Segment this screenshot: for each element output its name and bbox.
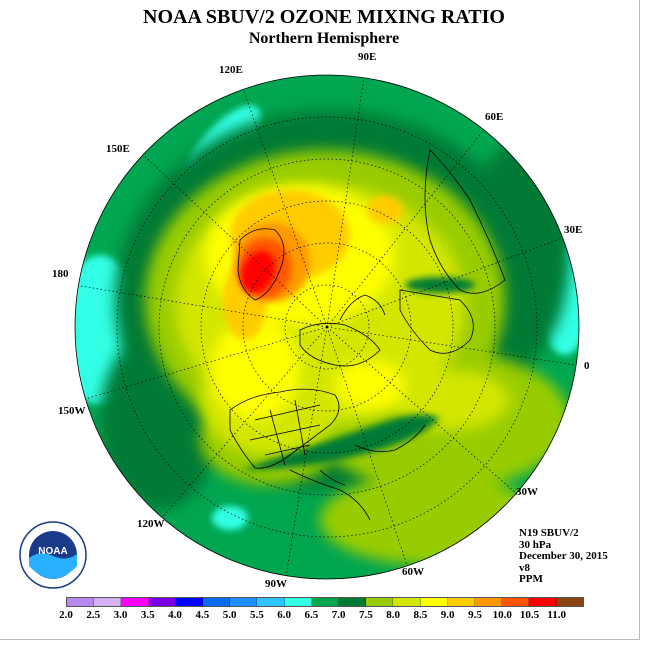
colorbar-tick-label: 3.0	[113, 609, 128, 621]
colorbar-tick-label: 8.0	[386, 609, 401, 621]
colorbar-swatch	[529, 598, 557, 606]
colorbar-swatch	[148, 598, 176, 606]
graticule	[75, 75, 579, 579]
colorbar-swatch	[502, 598, 530, 606]
colorbar-swatch	[475, 598, 503, 606]
colorbar-swatch	[420, 598, 448, 606]
colorbar-tick-label: 4.0	[168, 609, 182, 621]
noaa-logo-text: NOAA	[38, 546, 67, 557]
label-30e: 30E	[564, 224, 583, 236]
colorbar-tick-label: 7.5	[359, 609, 373, 621]
version-label: v8	[519, 561, 530, 574]
label-60w: 60W	[402, 566, 424, 578]
map-boundary	[74, 74, 580, 580]
colorbar-tick-label: 10.0	[492, 609, 512, 621]
colorbar-tick-label: 4.5	[195, 609, 210, 621]
colorbar-tick-label: 6.0	[277, 609, 291, 621]
map-subtitle: Northern Hemisphere	[248, 30, 400, 47]
colorbar-swatch	[393, 598, 421, 606]
colorbar-tick-label: 9.5	[468, 609, 482, 621]
colorbar-tick-label: 11.0	[547, 609, 567, 621]
colorbar-tick-label: 7.0	[331, 609, 346, 621]
colorbar-tick-label: 2.0	[59, 609, 73, 621]
colorbar-tick-label: 6.5	[304, 609, 319, 621]
colorbar-swatch	[339, 598, 367, 606]
label-30w: 30W	[516, 486, 538, 498]
pressure-level-label: 30 hPa	[519, 538, 552, 551]
label-120w: 120W	[137, 518, 165, 530]
colorbar-swatch	[121, 598, 149, 606]
label-180: 180	[52, 268, 69, 280]
colorbar-swatch	[447, 598, 476, 606]
colorbar-swatch	[67, 598, 95, 606]
colorbar-tick-label: 5.0	[222, 609, 237, 621]
label-90w: 90W	[265, 578, 287, 590]
colorbar-tick-label: 5.5	[249, 609, 264, 621]
product-info: N19 SBUV/2 30 hPa December 30, 2015 v8 P…	[519, 527, 608, 586]
label-90e: 90E	[358, 51, 377, 63]
label-150w: 150W	[58, 405, 86, 417]
units-label: PPM	[519, 573, 543, 585]
ozone-field	[75, 75, 579, 579]
satellite-label: N19 SBUV/2	[519, 527, 579, 539]
colorbar-swatch	[94, 598, 122, 606]
colorbar-tick-label: 2.5	[86, 609, 101, 621]
colorbar-swatch	[230, 598, 258, 606]
colorbar	[66, 597, 584, 607]
colorbar-swatch	[284, 598, 312, 606]
colorbar-swatch	[366, 598, 394, 606]
noaa-logo: NOAA	[19, 521, 87, 589]
label-60e: 60E	[485, 111, 504, 123]
colorbar-swatch	[257, 598, 285, 606]
colorbar-tick-label: 10.5	[519, 609, 540, 621]
colorbar-swatch	[203, 598, 231, 606]
map-title: NOAA SBUV/2 OZONE MIXING RATIO	[143, 6, 505, 28]
colorbar-tick-label: 8.5	[413, 609, 428, 621]
colorbar-swatch	[175, 598, 204, 606]
page-frame	[0, 0, 640, 640]
label-120e: 120E	[219, 64, 243, 76]
label-150e: 150E	[106, 143, 130, 155]
colorbar-ticks: 2.0 2.5 3.0 3.5 4.0 4.5 5.0 5.5 6.0 6.5 7.0 7.5 8.0 8…	[0, 609, 648, 623]
date-label: December 30, 2015	[519, 550, 608, 562]
coastlines	[229, 149, 506, 521]
colorbar-tick-label: 9.0	[440, 609, 455, 621]
label-0: 0	[584, 360, 590, 372]
colorbar-tick-label: 3.5	[140, 609, 155, 621]
colorbar-swatch	[311, 598, 340, 606]
colorbar-swatch	[556, 598, 583, 606]
